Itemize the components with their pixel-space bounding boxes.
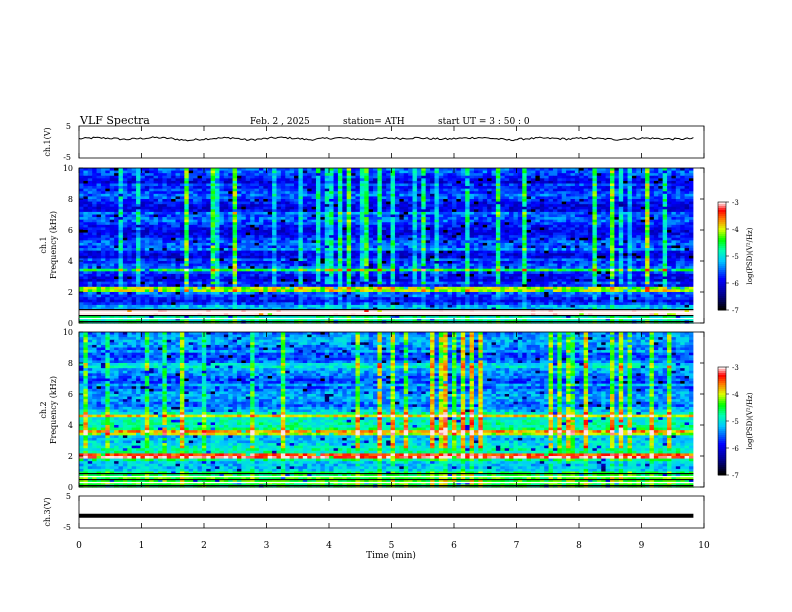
ch1-spectrogram-image (79, 168, 704, 324)
ch1-waveform-panel: 5 -5 ch.1(V) (43, 122, 704, 162)
ch1-ytick-bottom: -5 (63, 153, 71, 162)
ch1-ytick-top: 5 (66, 122, 71, 131)
station-label: station= ATH (343, 117, 405, 127)
start-time-label: start UT = 3 : 50 : 0 (438, 117, 530, 127)
ch1-waveform-ylabel: ch.1(V) (43, 127, 52, 156)
date-label: Feb. 2 , 2025 (250, 117, 310, 127)
vlf-spectra-figure: VLF Spectra Feb. 2 , 2025 station= ATH s… (0, 0, 792, 612)
figure-title: VLF Spectra (79, 114, 150, 127)
